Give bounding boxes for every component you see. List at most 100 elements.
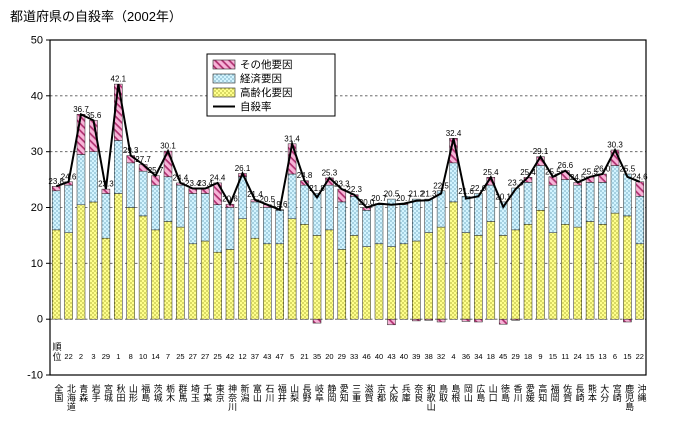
prefecture-label: 山梨 [289,384,300,402]
rank-label: 29 [511,352,519,361]
prefecture-label: 沖縄 [636,384,647,402]
rank-header: 位 [52,351,61,362]
prefecture-label: 埼玉 [189,384,200,402]
y-axis-label: -10 [27,370,43,382]
bar-value-label: 20.0 [359,198,375,207]
bar-econ-segment [238,176,247,219]
bar-aging-segment [337,249,347,320]
prefecture-label: 長崎 [574,384,585,402]
rank-label: 5 [290,352,294,361]
bar-aging-segment [64,232,73,320]
bar-value-label: 20.7 [371,194,387,203]
prefecture-label: 京都 [375,384,386,402]
bar-value-label: 30.3 [607,141,623,150]
rank-label: 15 [586,352,594,361]
plot-border [49,39,647,376]
bar-value-label: 20.7 [396,194,412,203]
bar-aging-segment [486,221,496,320]
bar-aging-segment [325,229,334,320]
bar-aging-segment [498,235,508,320]
prefecture-label: 福井 [276,384,287,402]
y-axis-label: 30 [31,146,43,158]
prefecture-label: 岡山 [462,384,473,402]
bar-value-label: 24.4 [210,173,226,182]
rank-label: 33 [350,352,358,361]
bar-value-label: 31.4 [284,134,300,143]
prefecture-label: 愛知 [338,384,349,402]
prefecture-label: 新潟 [239,384,250,402]
bar-econ-segment [76,154,86,206]
prefecture-label: 青森 [78,384,89,402]
prefecture-label: 富山 [251,384,262,402]
rank-label: 32 [437,352,445,361]
bar-econ-segment [399,204,409,245]
bar-econ-segment [536,165,545,211]
prefecture-label: 群馬 [177,384,188,402]
bar-econ-segment [449,162,458,203]
rank-label: 15 [623,352,631,361]
bar-other-segment [387,318,396,326]
bar-econ-segment [349,196,359,236]
bar-aging-segment [101,237,111,320]
rank-label: 36 [462,352,470,361]
bar-aging-segment [114,193,123,320]
prefecture-label: 秋田 [115,384,126,402]
bar-econ-segment [436,190,446,228]
bar-econ-segment [573,184,582,228]
bar-value-label: 22.5 [433,181,449,190]
rank-label: 22 [64,352,72,361]
bar-value-label: 32.4 [446,129,462,138]
bar-value-label: 21.8 [309,184,325,193]
rank-label: 35 [313,352,321,361]
bar-econ-segment [561,179,570,225]
prefecture-label: 北海道 [65,384,76,411]
prefecture-label: 愛媛 [524,384,535,402]
bar-aging-segment [126,207,135,320]
rank-label: 22 [636,352,644,361]
bar-aging-segment [424,232,433,320]
y-axis-label: 40 [31,90,43,102]
rank-label: 8 [129,352,133,361]
bar-econ-segment [64,184,73,233]
rank-label: 24 [574,352,582,361]
rank-label: 12 [238,352,246,361]
bar-econ-segment [138,170,148,217]
bar-econ-segment [213,204,222,253]
prefecture-label: 島根 [450,384,461,402]
rank-label: 25 [176,352,184,361]
bar-econ-segment [635,196,645,245]
bar-econ-segment [188,193,198,245]
bar-aging-segment [287,218,297,320]
bar-value-label: 29.1 [533,147,549,156]
prefecture-label: 東京 [214,384,225,402]
prefecture-label: 岩手 [90,384,101,402]
rank-label: 27 [189,352,197,361]
rank-label: 27 [201,352,209,361]
bar-value-label: 21.3 [421,190,437,199]
bar-econ-segment [498,201,508,236]
bar-aging-segment [51,229,61,320]
rank-label: 6 [613,352,617,361]
bar-econ-segment [114,140,123,194]
bar-other-segment [511,318,520,321]
bar-value-label: 24.6 [61,172,77,181]
bar-value-label: 24.4 [173,173,189,182]
bar-other-segment [474,318,483,323]
bar-value-label: 21.6 [458,187,474,196]
rank-label: 25 [213,352,221,361]
bar-other-segment [436,318,446,323]
bar-aging-segment [250,237,260,320]
prefecture-label: 福岡 [549,384,560,402]
prefecture-label: 千葉 [202,384,213,402]
rank-label: 45 [499,352,507,361]
bar-econ-segment [362,210,371,247]
bar-aging-segment [238,218,247,320]
rank-label: 37 [251,352,259,361]
bar-aging-segment [412,240,421,320]
prefecture-label: 大阪 [388,384,399,402]
y-axis-label: 50 [31,35,43,47]
bar-econ-segment [424,198,433,233]
bar-aging-segment [213,251,222,320]
prefecture-label: 茨城 [152,384,163,402]
